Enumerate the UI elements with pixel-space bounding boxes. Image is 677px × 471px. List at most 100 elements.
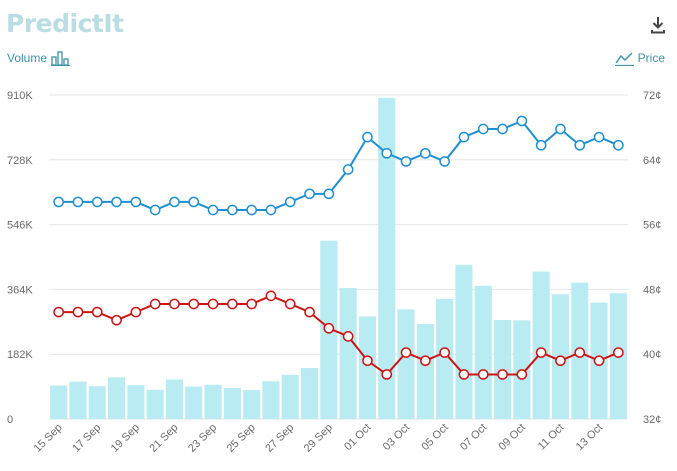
red-price-point [246,298,257,310]
volume-bar [436,299,454,419]
y-left-tick-label: 0 [7,414,13,426]
blue-price-point [439,156,450,167]
x-tick-label: 03 Oct [381,422,412,453]
blue-price-point [458,131,470,143]
red-price-point [381,369,393,380]
blue-price-point [477,123,489,135]
y-right-tick-label: 64¢ [643,155,661,167]
volume-legend-button[interactable]: Volume [7,50,71,66]
blue-price-point [304,188,315,200]
blue-price-point [130,196,142,208]
blue-price-point [72,196,84,208]
red-price-point [265,290,277,302]
y-right-tick-label: 48¢ [643,284,661,296]
red-price-point [555,355,566,367]
red-price-point [227,298,238,310]
x-tick-label: 25 Sep [225,422,258,455]
blue-price-point [284,196,296,208]
volume-bar [185,386,203,419]
blue-price-point [91,196,103,208]
volume-bar [146,389,164,419]
red-price-point [53,306,65,318]
blue-price-point [169,196,180,208]
volume-bar [339,287,357,419]
blue-price-point [420,147,431,159]
x-tick-label: 17 Sep [70,422,103,455]
red-price-point [111,314,122,326]
blue-price-point [246,204,257,216]
volume-bar [397,309,415,419]
blue-price-point [362,131,373,143]
price-legend-button[interactable]: Price [614,50,665,66]
x-tick-label: 07 Oct [458,422,489,453]
x-tick-label: 01 Oct [342,422,373,453]
blue-price-point [265,204,277,216]
red-price-point [439,347,450,358]
red-price-point [574,347,586,358]
logo-text: PredictIt [6,8,124,38]
volume-bar [88,386,106,419]
blue-price-point [342,164,354,175]
red-price-point [400,347,412,358]
volume-bar [223,388,241,419]
volume-bar [127,385,145,419]
x-tick-label: 19 Sep [109,422,142,455]
volume-bar [358,316,376,419]
blue-price-point [381,147,393,159]
blue-price-point [149,204,161,216]
red-price-point [613,347,624,358]
red-price-point [72,306,84,318]
volume-bar [378,97,396,419]
bar-chart-icon [51,51,71,66]
blue-price-point [400,156,412,167]
y-left-tick-label: 546K [7,220,33,232]
red-price-point [535,347,547,358]
y-right-tick-label: 72¢ [643,90,661,102]
x-tick-label: 05 Oct [419,422,450,453]
red-price-point [207,298,219,310]
x-tick-label: 11 Oct [536,422,567,453]
blue-price-point [574,139,586,151]
red-price-point [323,322,335,334]
volume-bar [50,385,68,419]
x-tick-label: 21 Sep [147,422,180,455]
red-price-point [477,369,489,380]
y-left-tick-label: 910K [7,90,33,102]
volume-bar [165,379,183,419]
volume-bar [243,390,261,419]
blue-price-point [516,115,528,127]
x-tick-label: 15 Sep [32,422,65,455]
red-price-point [516,369,528,380]
volume-bar [69,381,87,419]
red-price-point [130,306,142,318]
red-price-point [420,355,431,367]
red-price-point [91,306,103,318]
red-price-point [169,298,180,310]
red-price-point [593,355,605,367]
y-right-tick-label: 40¢ [643,349,661,361]
x-tick-label: 13 Oct [574,422,605,453]
y-right-tick-label: 32¢ [643,414,661,426]
download-icon[interactable] [650,16,666,34]
blue-price-point [555,123,566,135]
line-chart-icon [614,52,634,66]
red-price-point [304,306,315,318]
volume-label: Volume [7,51,48,65]
red-price-point [362,355,373,367]
volume-bar [301,368,319,419]
predictit-logo: PredictIt [6,6,124,40]
volume-bar [281,374,299,419]
volume-bar [262,381,280,419]
y-right-tick-label: 56¢ [643,220,661,232]
blue-price-point [535,139,547,151]
blue-price-point [227,204,238,216]
blue-price-point [613,139,624,151]
blue-price-point [207,204,219,216]
price-label: Price [637,51,665,65]
y-left-tick-label: 728K [7,155,33,167]
blue-price-point [323,188,335,200]
y-left-tick-label: 364K [7,284,33,296]
red-price-point [458,369,470,380]
red-price-point [497,369,508,380]
